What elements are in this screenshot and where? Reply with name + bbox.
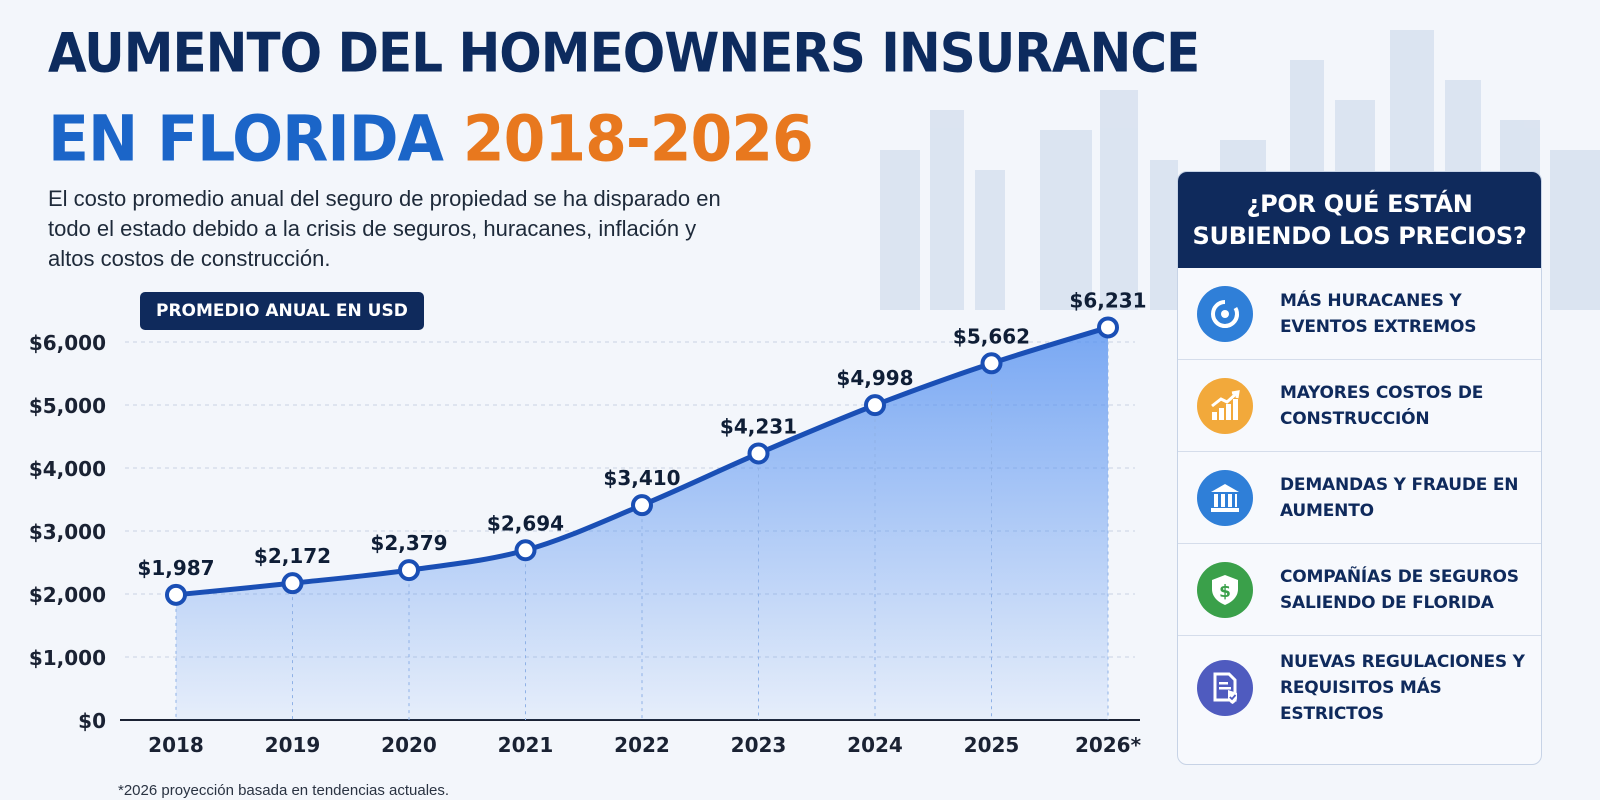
- reason-text: MAYORES COSTOS DE CONSTRUCCIÓN: [1280, 382, 1484, 429]
- y-tick-label: $4,000: [29, 457, 106, 481]
- rising-chart-icon: [1197, 377, 1253, 434]
- document-check-icon: [1197, 660, 1253, 716]
- data-label: $6,231: [1069, 288, 1146, 312]
- hurricane-icon: [1197, 285, 1253, 342]
- data-label: $4,231: [720, 414, 797, 438]
- y-tick-label: $5,000: [29, 394, 106, 418]
- data-point: [398, 559, 420, 582]
- x-tick-label: 2022: [614, 733, 670, 757]
- reason-text: MÁS HURACANES Y EVENTOS EXTREMOS: [1280, 290, 1477, 337]
- x-tick-label: 2026*: [1075, 733, 1142, 757]
- data-point: [165, 583, 187, 606]
- data-point: [514, 539, 537, 562]
- reason-item: MAYORES COSTOS DE CONSTRUCCIÓN: [1178, 360, 1541, 452]
- reason-text: DEMANDAS Y FRAUDE EN AUMENTO: [1280, 474, 1519, 521]
- y-tick-label: $6,000: [29, 331, 106, 355]
- reason-item: $ COMPAÑÍAS DE SEGUROS SALIENDO DE FLORI…: [1178, 544, 1541, 636]
- data-point: [281, 572, 304, 595]
- reasons-list: MÁS HURACANES Y EVENTOS EXTREMOS MAYORES…: [1178, 268, 1541, 740]
- data-point: [980, 352, 1003, 375]
- data-point: [864, 394, 886, 417]
- data-label: $2,172: [254, 544, 331, 568]
- reasons-panel-title: ¿POR QUÉ ESTÁN SUBIENDO LOS PRECIOS?: [1192, 190, 1527, 250]
- data-label: $4,998: [836, 366, 913, 390]
- data-label: $5,662: [953, 324, 1030, 348]
- data-point: [747, 442, 770, 465]
- reason-text: COMPAÑÍAS DE SEGUROS SALIENDO DE FLORIDA: [1280, 566, 1519, 613]
- data-label: $2,379: [370, 531, 447, 555]
- x-tick-label: 2025: [964, 733, 1020, 757]
- reasons-panel-header: ¿POR QUÉ ESTÁN SUBIENDO LOS PRECIOS?: [1178, 172, 1541, 268]
- reason-text: NUEVAS REGULACIONES Y REQUISITOS MÁS EST…: [1280, 652, 1525, 724]
- data-point: [1097, 316, 1119, 339]
- x-tick-label: 2020: [381, 733, 437, 757]
- x-tick-label: 2019: [265, 733, 321, 757]
- x-tick-label: 2018: [148, 733, 204, 757]
- reason-item: DEMANDAS Y FRAUDE EN AUMENTO: [1178, 452, 1541, 544]
- data-label: $2,694: [487, 511, 564, 535]
- page-title: AUMENTO DEL HOMEOWNERS INSURANCE: [48, 22, 1200, 85]
- page-title-line-2: EN FLORIDA 2018-2026: [48, 102, 814, 177]
- y-tick-label: $3,000: [29, 520, 106, 544]
- x-tick-label: 2024: [847, 733, 903, 757]
- title-years: 2018-2026: [462, 102, 814, 177]
- shield-dollar-icon: $: [1197, 561, 1253, 618]
- subtitle: El costo promedio anual del seguro de pr…: [48, 186, 721, 271]
- reason-item: NUEVAS REGULACIONES Y REQUISITOS MÁS EST…: [1178, 636, 1541, 740]
- data-point: [631, 494, 653, 517]
- y-tick-label: $0: [78, 709, 106, 733]
- footnote: *2026 proyección basada en tendencias ac…: [118, 782, 450, 799]
- y-tick-label: $2,000: [29, 583, 106, 607]
- title-region: EN FLORIDA: [48, 102, 444, 177]
- courthouse-icon: [1197, 469, 1253, 526]
- x-tick-label: 2023: [731, 733, 787, 757]
- unit-badge: PROMEDIO ANUAL EN USD: [140, 292, 424, 330]
- x-tick-label: 2021: [498, 733, 554, 757]
- reason-item: MÁS HURACANES Y EVENTOS EXTREMOS: [1178, 268, 1541, 360]
- data-label: $3,410: [603, 466, 680, 490]
- svg-text:$: $: [1219, 582, 1231, 602]
- line-chart: $0 $1,000 $2,000 $3,000 $4,000 $5,000 $6,000 20…: [29, 288, 1147, 757]
- data-label: $1,987: [137, 556, 214, 580]
- reasons-panel: ¿POR QUÉ ESTÁN SUBIENDO LOS PRECIOS? MÁS…: [1177, 171, 1542, 765]
- y-tick-label: $1,000: [29, 646, 106, 670]
